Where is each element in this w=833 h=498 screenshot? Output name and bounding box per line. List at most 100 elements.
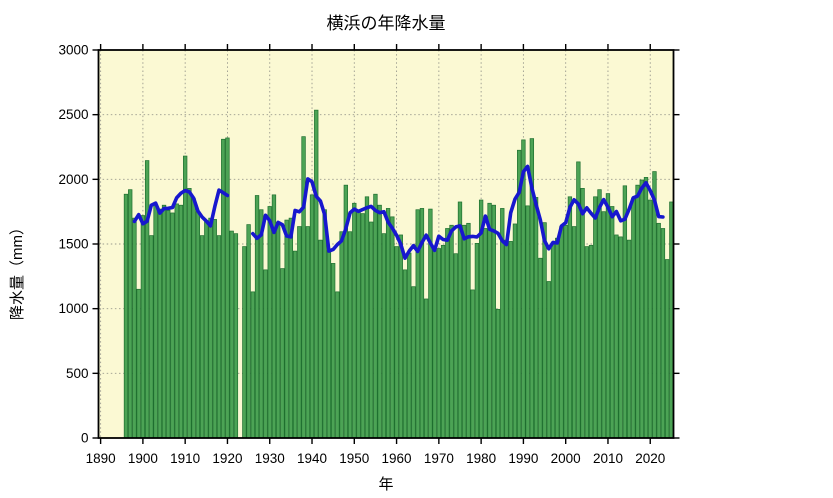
bar [588, 244, 594, 439]
bar [267, 206, 272, 439]
bar [660, 228, 666, 439]
bar [263, 269, 268, 439]
bar [462, 224, 467, 439]
bar [144, 160, 150, 439]
bar [318, 239, 323, 439]
bar [195, 211, 201, 439]
bar [656, 222, 661, 439]
bar [373, 193, 378, 439]
bar [466, 222, 471, 439]
bar [157, 208, 162, 439]
bar [508, 241, 513, 439]
bar [546, 281, 551, 439]
bar [424, 298, 429, 439]
y-tick-label: 2500 [58, 107, 88, 122]
bars-group [123, 109, 674, 439]
bar [407, 252, 412, 439]
bar [474, 243, 480, 439]
bar [339, 231, 344, 439]
bar [199, 235, 205, 439]
bar [614, 234, 619, 439]
bar [331, 263, 336, 439]
bar [335, 291, 340, 439]
bar [229, 230, 234, 439]
bar [635, 184, 640, 439]
bar [457, 201, 463, 439]
x-tick-label: 1990 [508, 451, 538, 466]
x-tick-label: 2010 [593, 451, 623, 466]
bar [381, 233, 387, 439]
bar [233, 233, 239, 439]
x-tick-label: 2000 [551, 451, 581, 466]
bar [487, 202, 492, 439]
bar [504, 239, 509, 439]
moving-average-line-segment-late [251, 164, 665, 261]
bar [254, 195, 260, 439]
bar [140, 215, 146, 439]
bar [360, 213, 365, 439]
bar [280, 268, 285, 439]
y-axis-label: 降水量（mm） [9, 220, 26, 320]
bar [166, 210, 171, 439]
x-tick-label: 1930 [255, 451, 285, 466]
bar [377, 204, 382, 439]
bar [495, 308, 501, 439]
bar [183, 155, 188, 439]
bar [356, 211, 361, 439]
bar [445, 228, 450, 439]
x-tick-label: 1910 [170, 451, 200, 466]
moving-average-line-segment-early [132, 188, 230, 228]
bar [149, 235, 154, 439]
bar [191, 198, 196, 439]
bar [559, 226, 564, 439]
bar [593, 196, 598, 439]
x-tick-label: 1950 [339, 451, 369, 466]
bar [470, 289, 475, 439]
bar [212, 219, 217, 439]
x-tick-label: 1960 [382, 451, 412, 466]
bar [292, 250, 298, 439]
bar [626, 239, 632, 439]
bar [453, 253, 458, 439]
bar [309, 194, 315, 439]
bar [178, 204, 184, 439]
x-tick-label: 1920 [212, 451, 242, 466]
x-tick-label: 2020 [635, 451, 665, 466]
y-tick-label: 1500 [58, 237, 88, 252]
chart-title: 横浜の年降水量 [327, 14, 446, 33]
y-tick-label: 0 [81, 431, 89, 446]
bar [394, 246, 399, 439]
bar [415, 209, 420, 439]
bar [187, 188, 192, 439]
bar [276, 221, 281, 439]
bar [550, 243, 556, 439]
bar [259, 209, 264, 439]
bar [411, 286, 416, 439]
bar [208, 217, 213, 439]
bar [610, 206, 615, 439]
y-tick-label: 500 [66, 366, 89, 381]
axis-ticks [92, 44, 680, 444]
bar [390, 216, 395, 439]
bar [571, 226, 577, 439]
bar [326, 250, 332, 439]
bar [136, 288, 141, 439]
x-tick-label: 1980 [466, 451, 496, 466]
bar [153, 204, 158, 439]
bar [123, 193, 129, 439]
bar [643, 177, 649, 439]
bar [170, 212, 175, 439]
x-tick-label: 1970 [424, 451, 454, 466]
y-tick-label: 3000 [58, 43, 88, 58]
bar [622, 185, 628, 439]
bar [665, 259, 670, 439]
bar [618, 236, 623, 439]
bar [542, 222, 547, 439]
bar [491, 204, 496, 439]
bar [132, 217, 137, 439]
bar [512, 223, 518, 439]
bar [204, 220, 209, 439]
bar [221, 138, 226, 439]
y-tick-labels: 0 500 1000 1500 2000 2500 3000 [58, 43, 88, 446]
